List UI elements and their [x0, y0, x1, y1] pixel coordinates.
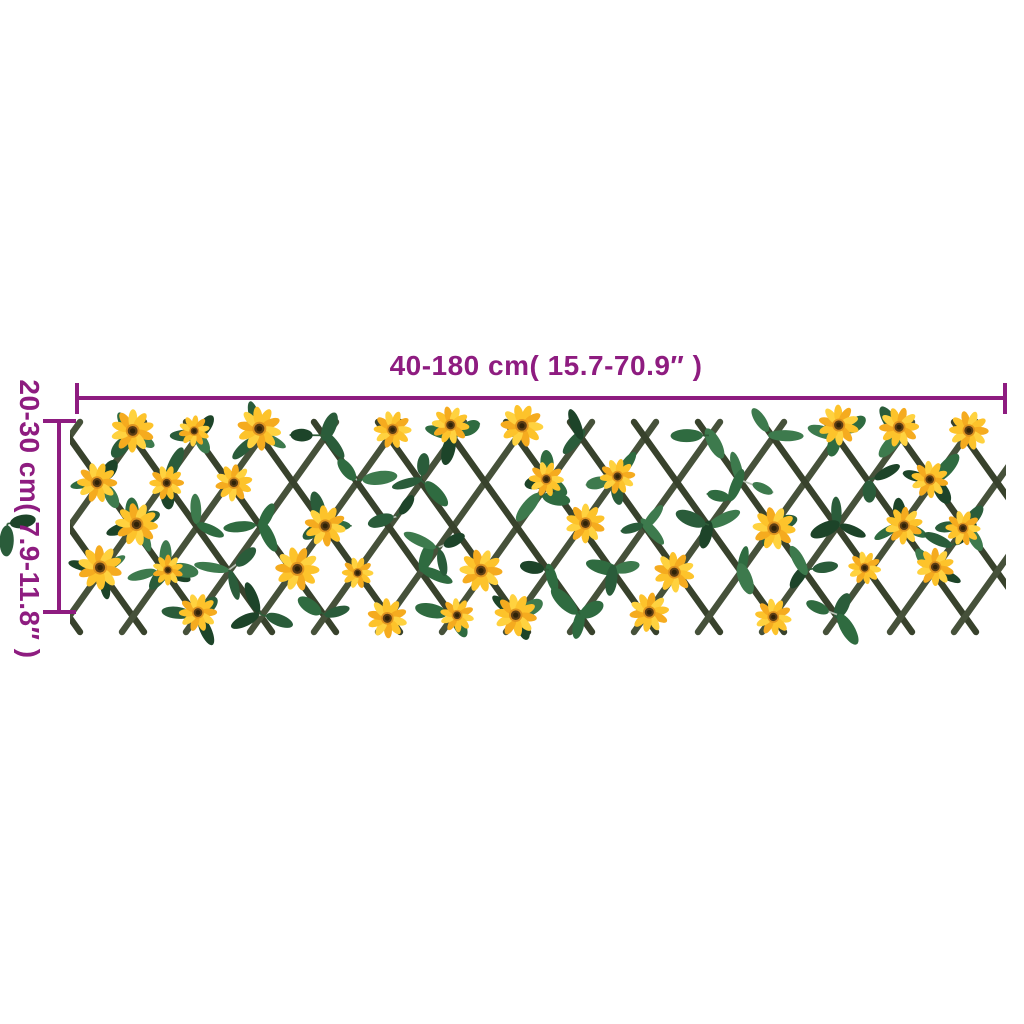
width-dimension-tick-left	[75, 383, 79, 414]
width-dimension-tick-right	[1003, 383, 1007, 414]
width-dimension-label: 40-180 cm( 15.7-70.9″ )	[389, 350, 703, 381]
width-dimension-line	[77, 396, 1005, 400]
height-dimension-label: 20-30 cm( 7.9-11.8″ )	[14, 379, 45, 659]
height-dimension-tick-bottom	[43, 610, 76, 614]
height-dimension-line	[57, 421, 61, 612]
height-dimension-tick-top	[43, 419, 76, 423]
sunflower-blooms	[77, 404, 989, 639]
leaf-clusters	[0, 401, 984, 646]
